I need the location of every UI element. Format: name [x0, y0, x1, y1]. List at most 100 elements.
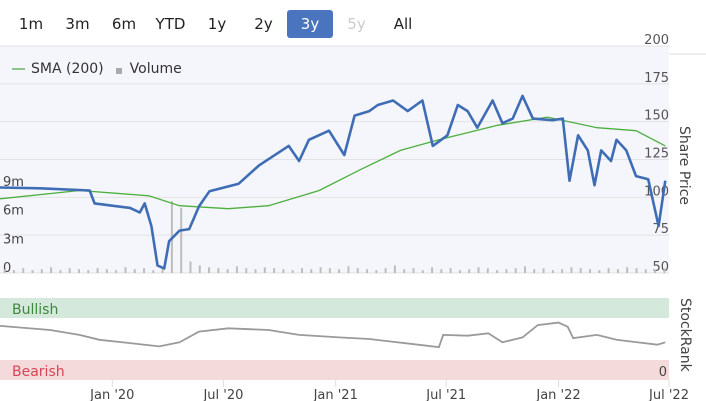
volume-bar [468, 269, 471, 273]
volume-bar [273, 268, 276, 273]
volume-bar [570, 267, 573, 273]
volume-bar [310, 269, 313, 273]
volume-tick-label: 0 [3, 261, 11, 276]
volume-bar [208, 267, 211, 273]
x-tick-label: Jan '22 [535, 388, 580, 401]
price-line [0, 94, 667, 270]
volume-bar [263, 267, 266, 273]
range-1y-button[interactable]: 1y [207, 15, 227, 33]
volume-bar [449, 268, 452, 273]
volume-bar [133, 269, 136, 273]
x-tick-label: Jul '22 [648, 388, 689, 401]
legend: SMA (200) Volume [12, 61, 182, 77]
volume-bar [477, 267, 480, 273]
legend-volume[interactable]: Volume [129, 61, 182, 77]
volume-bar [607, 268, 610, 273]
volume-bar [356, 268, 359, 273]
range-selector: 1m 3m 6m YTD 1y 2y 3y 5y All [8, 10, 427, 38]
volume-bar [403, 269, 406, 273]
price-tick-label: 200 [644, 33, 669, 48]
volume-bar [300, 268, 303, 273]
range-3y-button[interactable]: 3y [287, 10, 333, 38]
range-ytd-button[interactable]: YTD [155, 15, 186, 33]
volume-bar [589, 269, 592, 273]
volume-bar [328, 268, 331, 273]
x-tick-label: Jan '21 [313, 388, 358, 401]
volume-bar [3, 269, 6, 273]
volume-bar [598, 270, 601, 273]
volume-bar [561, 269, 564, 273]
price-tick-label: 175 [644, 71, 669, 86]
volume-bar [180, 207, 183, 273]
volume-bar [626, 267, 629, 273]
volume-bar [143, 268, 146, 273]
price-tick-label: 75 [652, 222, 669, 237]
volume-bar [96, 268, 99, 273]
range-1m-button[interactable]: 1m [18, 15, 44, 33]
volume-bar [551, 270, 554, 273]
volume-bar [393, 265, 396, 273]
volume-bar [12, 270, 15, 273]
stockrank-tick-label: 0 [659, 365, 667, 380]
price-tick-label: 150 [644, 109, 669, 124]
price-axis-title: Share Price [676, 126, 692, 205]
volume-bar [235, 266, 238, 273]
volume-bar [505, 269, 508, 273]
volume-legend-square-icon [115, 68, 122, 74]
bullish-band [0, 298, 669, 318]
volume-bar [514, 268, 517, 273]
volume-bar [217, 268, 220, 273]
volume-bar [654, 270, 657, 273]
x-tick-label: Jan '20 [89, 388, 134, 401]
stockrank-axis-title: StockRank [677, 298, 693, 373]
volume-bar [523, 266, 526, 273]
volume-bar [40, 269, 43, 273]
x-tick-label: Jul '21 [425, 388, 466, 401]
volume-bar [189, 261, 192, 273]
volume-bar [22, 268, 25, 273]
range-2y-button[interactable]: 2y [254, 15, 273, 33]
volume-bar [319, 267, 322, 273]
volume-bar [579, 268, 582, 273]
volume-tick-label: 6m [3, 204, 24, 219]
x-tick-label: Jul '20 [202, 388, 243, 401]
volume-bar [226, 269, 229, 273]
volume-bar [161, 269, 164, 273]
range-5y-button: 5y [347, 15, 366, 33]
volume-bar [87, 270, 90, 273]
volume-bar [458, 270, 461, 273]
range-all-button[interactable]: All [393, 15, 413, 33]
volume-bar [384, 268, 387, 273]
volume-bar [440, 269, 443, 273]
volume-bar [124, 267, 127, 273]
volume-bar [338, 269, 341, 273]
volume-bar [496, 270, 499, 273]
volume-bar [254, 269, 257, 273]
range-3m-button[interactable]: 3m [65, 15, 90, 33]
stockrank-line [0, 321, 666, 349]
bearish-label: Bearish [12, 364, 65, 380]
volume-bar [291, 270, 294, 273]
volume-bar [31, 270, 34, 273]
volume-tick-label: 9m [3, 175, 24, 190]
volume-bar [644, 269, 647, 273]
volume-bar [77, 269, 80, 273]
range-6m-button[interactable]: 6m [111, 15, 137, 33]
volume-bar [115, 270, 118, 273]
volume-bar [50, 267, 53, 273]
legend-sma[interactable]: SMA (200) [31, 61, 104, 77]
volume-bar [282, 269, 285, 273]
volume-bar [375, 270, 378, 273]
volume-bar [421, 270, 424, 273]
volume-bar [59, 270, 62, 273]
volume-bar [412, 268, 415, 273]
volume-bar [431, 267, 434, 273]
volume-bar [68, 268, 71, 273]
volume-bar [366, 269, 369, 273]
price-tick-label: 125 [644, 147, 669, 162]
volume-bar [635, 268, 638, 273]
volume-bar [663, 268, 666, 273]
sma-legend-line-icon [12, 68, 25, 70]
